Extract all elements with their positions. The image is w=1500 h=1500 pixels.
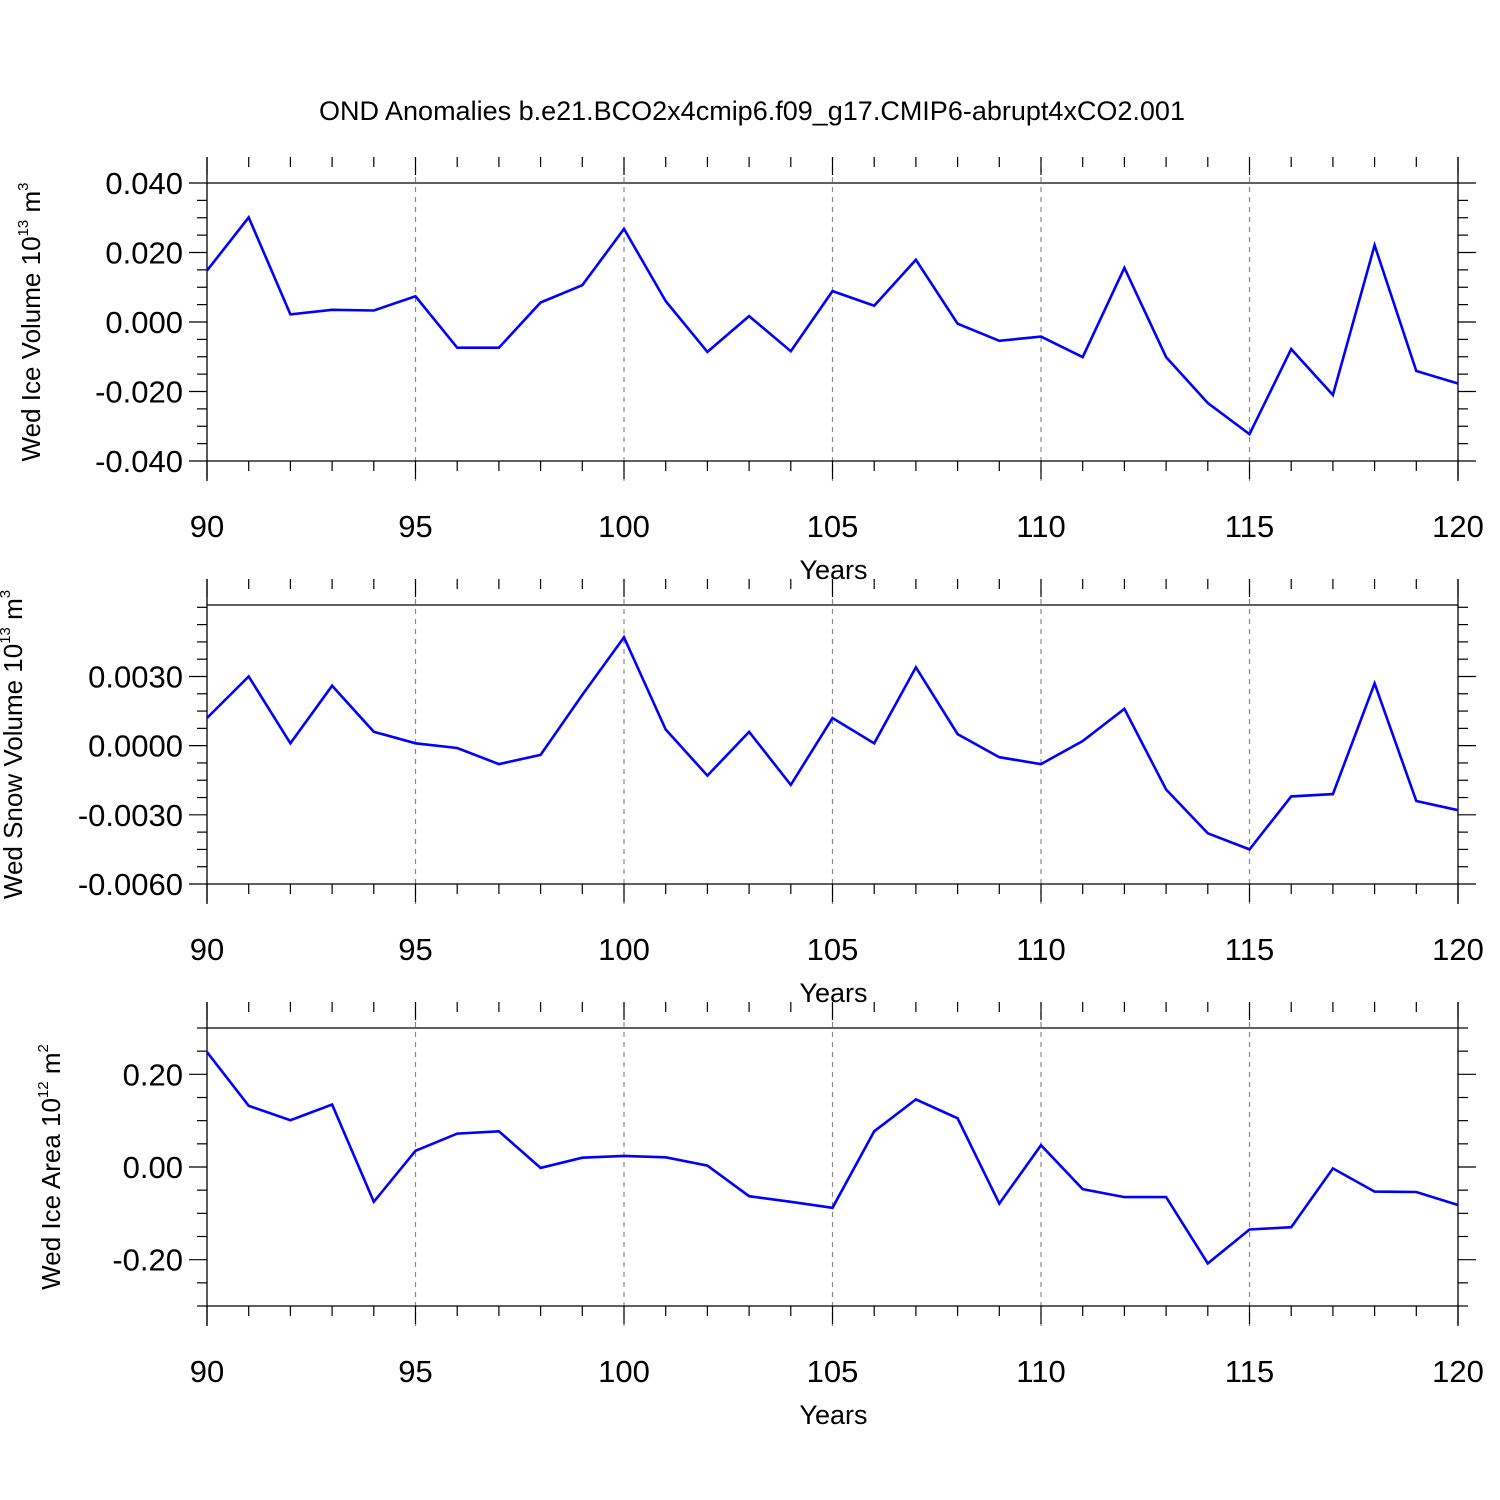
x-tick-label: 105: [807, 509, 859, 544]
x-tick-label: 100: [598, 1354, 650, 1389]
x-tick-label: 120: [1432, 509, 1484, 544]
x-tick-label: 115: [1225, 1354, 1274, 1389]
x-tick-label: 95: [398, 1354, 432, 1389]
x-tick-label: 120: [1432, 1354, 1484, 1389]
y-tick-label: 0.00: [123, 1150, 183, 1185]
y-tick-label: 0.000: [105, 305, 183, 340]
x-tick-label: 115: [1225, 509, 1274, 544]
x-axis-label: Years: [799, 1400, 867, 1430]
y-tick-label: -0.0060: [78, 867, 183, 902]
series-line: [205, 214, 1459, 437]
y-tick-label: 0.040: [105, 166, 183, 201]
x-tick-label: 90: [190, 932, 224, 967]
y-axis-label: Wed Ice Volume 1013 m3: [15, 183, 46, 462]
x-tick-label: 95: [398, 932, 432, 967]
x-tick-label: 100: [598, 932, 650, 967]
y-tick-label: 0.0030: [88, 659, 183, 694]
y-tick-label: -0.020: [95, 375, 183, 410]
x-tick-label: 105: [807, 1354, 859, 1389]
x-tick-label: 90: [190, 509, 224, 544]
y-tick-label: -0.0030: [78, 798, 183, 833]
x-tick-label: 100: [598, 509, 650, 544]
figure-title: OND Anomalies b.e21.BCO2x4cmip6.f09_g17.…: [319, 96, 1185, 126]
x-tick-label: 90: [190, 1354, 224, 1389]
y-tick-label: 0.020: [105, 236, 183, 271]
x-axis-label: Years: [799, 555, 867, 585]
x-tick-label: 110: [1016, 509, 1065, 544]
x-tick-label: 95: [398, 509, 432, 544]
y-axis-label: Wed Ice Area 1012 m2: [35, 1044, 66, 1290]
y-tick-label: 0.0000: [88, 729, 183, 764]
x-axis-label: Years: [799, 978, 867, 1008]
x-tick-label: 105: [807, 932, 859, 967]
x-tick-label: 110: [1016, 932, 1065, 967]
x-tick-label: 115: [1225, 932, 1274, 967]
y-tick-label: -0.20: [112, 1243, 183, 1278]
panel-3: 0.20 0.00 -0.20 90 95 100 105 110 115 120 Years Wed…: [35, 1002, 1484, 1430]
x-tick-label: 110: [1016, 1354, 1065, 1389]
series-line: [205, 1051, 1459, 1266]
series-line: [206, 634, 1459, 851]
x-tick-label: 120: [1432, 932, 1484, 967]
y-axis-label: Wed Snow Volume 1013 m3: [0, 590, 28, 899]
y-tick-label: -0.040: [95, 444, 183, 479]
y-tick-label: 0.20: [123, 1057, 183, 1092]
